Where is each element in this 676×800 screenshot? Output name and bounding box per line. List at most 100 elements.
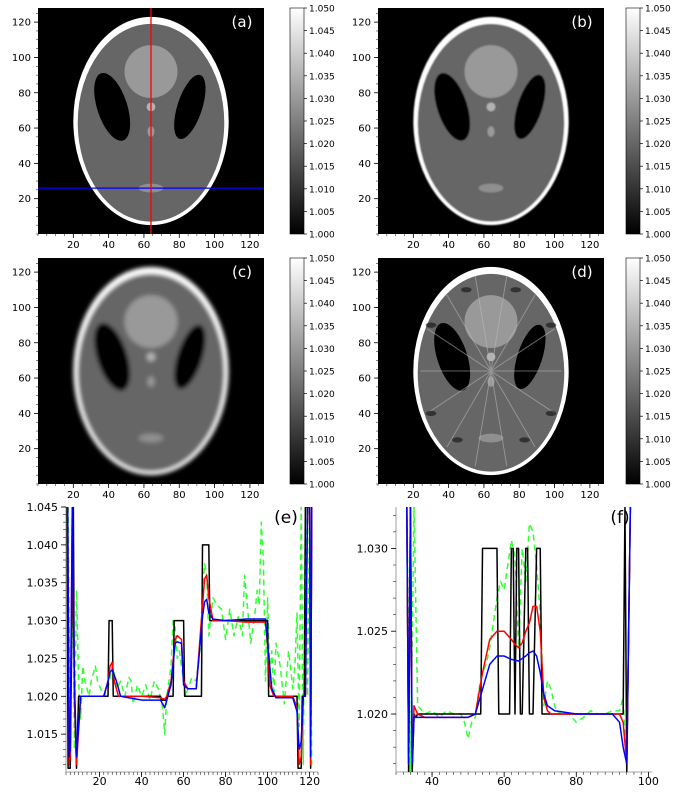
x-tick-label: 40 xyxy=(135,775,149,788)
x-tick-label: 60 xyxy=(497,775,511,788)
right-dark-ellipse xyxy=(174,324,206,390)
colorbar-tick-label: 1.040 xyxy=(309,300,335,310)
right-dark-ellipse xyxy=(514,74,546,140)
colorbar-c: 1.000 1.005 1.010 1.015 1.020 1.025 1.030 1.035… xyxy=(289,255,335,491)
colorbar-tick-label: 1.045 xyxy=(645,277,671,287)
colorbar-tick-label: 1.005 xyxy=(645,208,671,218)
colorbar-tick-label: 1.035 xyxy=(645,72,671,82)
colorbar-gradient xyxy=(625,7,641,235)
colorbar-tick-label: 1.000 xyxy=(645,481,671,491)
x-tick-label: 20 xyxy=(67,490,80,501)
plot-area-f xyxy=(406,507,632,772)
colorbar-tick-label: 1.015 xyxy=(645,163,671,173)
brain-region xyxy=(417,23,565,222)
colorbar-b: 1.000 1.005 1.010 1.015 1.020 1.025 1.030 1.035… xyxy=(625,5,671,241)
right-dark-ellipse xyxy=(514,324,546,390)
x-tick-label: 40 xyxy=(102,240,115,251)
line-panel-f: 1.020 1.025 1.030 40 60 80 100 (f) xyxy=(357,507,659,788)
colorbar-tick-label: 1.050 xyxy=(309,255,335,265)
panel-label-f: (f) xyxy=(610,508,629,528)
x-tick-label: 20 xyxy=(93,775,107,788)
streak-dark-spots xyxy=(425,287,557,443)
y-tick-label: 60 xyxy=(18,374,31,385)
y-tick-label: 100 xyxy=(352,303,371,314)
colorbar-tick-label: 1.010 xyxy=(309,435,335,445)
y-tick-label: 60 xyxy=(358,124,371,135)
x-tick-label: 120 xyxy=(580,240,599,251)
y-tick-label: 20 xyxy=(358,444,371,455)
y-tick-label: 100 xyxy=(12,303,31,314)
plot-area-e xyxy=(66,507,313,769)
y-tick-label: 100 xyxy=(352,53,371,64)
colorbar-tick-label: 1.000 xyxy=(309,481,335,491)
image-panel-d: (d)20 40 60 80 100 120204060801001201.0001.00… xyxy=(352,255,671,502)
colorbar-tick-label: 1.040 xyxy=(309,50,335,60)
small-blob-1 xyxy=(486,102,496,112)
x-tick-label: 100 xyxy=(545,490,564,501)
left-dark-ellipse xyxy=(434,72,471,141)
y-tick-label: 1.040 xyxy=(27,539,59,552)
colorbar-tick-label: 1.000 xyxy=(645,231,671,241)
colorbar-tick-label: 1.020 xyxy=(309,390,335,400)
y-tick-label: 120 xyxy=(12,18,31,29)
x-tick-label: 40 xyxy=(425,775,439,788)
colorbar-tick-label: 1.020 xyxy=(645,140,671,150)
series-line-1 xyxy=(406,507,632,765)
axes-c: 20 40 60 80 100 120 20 40 60 80 100 120 xyxy=(12,263,259,501)
x-tick-label: 80 xyxy=(513,240,526,251)
y-tick-label: 100 xyxy=(12,53,31,64)
x-tick-label: 100 xyxy=(638,775,659,788)
central-stem xyxy=(483,71,499,97)
x-tick-label: 40 xyxy=(102,490,115,501)
colorbar-tick-label: 1.030 xyxy=(645,95,671,105)
colorbar-a: 1.000 1.005 1.010 1.015 1.020 1.025 1.030 1.035… xyxy=(289,5,335,241)
colorbar-tick-label: 1.015 xyxy=(645,413,671,423)
central-stem xyxy=(143,321,159,347)
colorbar-tick-label: 1.010 xyxy=(645,185,671,195)
image-panel-b: (b)20 40 60 80 100 120204060801001201.0001.00… xyxy=(352,5,671,252)
colorbar-tick-label: 1.020 xyxy=(645,390,671,400)
x-tick-label: 120 xyxy=(580,490,599,501)
y-tick-label: 1.020 xyxy=(27,690,59,703)
small-blob-1 xyxy=(146,352,156,362)
colorbar-tick-label: 1.030 xyxy=(645,345,671,355)
y-tick-label: 40 xyxy=(358,409,371,420)
x-tick-label: 120 xyxy=(299,775,320,788)
x-tick-label: 60 xyxy=(138,490,151,501)
y-tick-label: 1.030 xyxy=(357,542,389,555)
x-tick-label: 100 xyxy=(545,240,564,251)
colorbar-tick-label: 1.005 xyxy=(309,208,335,218)
y-tick-label: 1.035 xyxy=(27,577,59,590)
series-line-1 xyxy=(66,507,313,766)
y-tick-label: 1.045 xyxy=(27,501,59,514)
bottom-blob xyxy=(478,433,504,443)
x-tick-label: 40 xyxy=(442,240,455,251)
x-tick-label: 60 xyxy=(478,240,491,251)
colorbar-gradient xyxy=(289,7,305,235)
phantom-image xyxy=(413,266,569,476)
colorbar-tick-label: 1.045 xyxy=(309,277,335,287)
colorbar-tick-label: 1.010 xyxy=(645,435,671,445)
x-tick-label: 100 xyxy=(257,775,278,788)
colorbar-tick-label: 1.015 xyxy=(309,163,335,173)
image-panel-c: (c)20 40 60 80 100 120204060801001201.0001.00… xyxy=(12,255,335,502)
y-tick-label: 80 xyxy=(358,338,371,349)
phantom-image xyxy=(413,16,569,226)
y-tick-label: 1.020 xyxy=(357,708,389,721)
panel-label-a: (a) xyxy=(232,13,253,31)
y-tick-label: 120 xyxy=(12,268,31,279)
central-stem xyxy=(483,321,499,347)
series-line-0 xyxy=(406,507,632,772)
y-tick-label: 120 xyxy=(352,18,371,29)
x-tick-label: 120 xyxy=(240,240,259,251)
series-line-3 xyxy=(67,507,313,766)
y-tick-label: 20 xyxy=(18,194,31,205)
x-tick-label: 20 xyxy=(67,240,80,251)
colorbar-tick-label: 1.005 xyxy=(645,458,671,468)
colorbar-tick-label: 1.030 xyxy=(309,95,335,105)
axes-a: 20 40 60 80 100 120 20 40 60 80 100 120 xyxy=(12,13,259,251)
panel-label-b: (b) xyxy=(571,13,592,31)
x-tick-label: 60 xyxy=(478,490,491,501)
x-tick-label: 100 xyxy=(205,490,224,501)
